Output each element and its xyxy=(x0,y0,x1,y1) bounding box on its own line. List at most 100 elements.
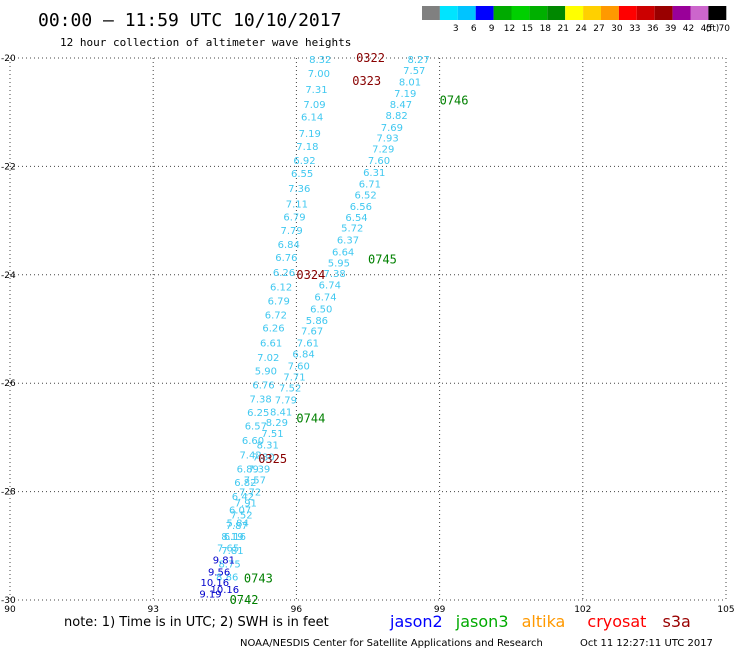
wave-height-value: 5.86 xyxy=(306,316,328,327)
lat-tick-label: -28 xyxy=(1,488,16,498)
wave-height-value: 10.16 xyxy=(200,578,229,589)
pass-time-label: 0324 xyxy=(296,268,325,282)
lon-tick-label: 99 xyxy=(434,605,446,615)
wave-height-value: 7.57 xyxy=(244,476,266,487)
wave-height-value: 7.36 xyxy=(288,184,310,195)
wave-height-value: 6.76 xyxy=(275,253,297,264)
wave-height-value: 8.82 xyxy=(386,111,408,122)
legend-swatch-label: 45 xyxy=(701,24,712,34)
legend-swatch-label: 12 xyxy=(504,24,515,34)
wave-height-value: 6.37 xyxy=(337,236,359,247)
pass-time-label: 0322 xyxy=(356,51,385,65)
legend-swatch-label: 24 xyxy=(575,24,587,34)
legend-swatch xyxy=(672,6,691,20)
wave-height-value: 7.91 xyxy=(235,498,257,509)
wave-height-value: 6.64 xyxy=(332,247,354,258)
wave-height-value: 6.26 xyxy=(273,268,295,279)
wave-height-value: 7.65 xyxy=(217,543,239,554)
wave-height-value: 6.54 xyxy=(345,213,367,224)
wave-height-value: 6.25 xyxy=(247,408,269,419)
wave-height-value: 8.01 xyxy=(399,77,421,88)
wave-height-value: 10.16 xyxy=(210,585,239,596)
wave-height-value: 9.56 xyxy=(208,567,230,578)
legend-swatch xyxy=(547,6,566,20)
wave-height-value: 6.55 xyxy=(291,169,313,180)
wave-height-value: 6.79 xyxy=(268,296,290,307)
wave-height-value: 6.31 xyxy=(363,168,385,179)
wave-height-value: 6.82 xyxy=(234,478,256,489)
legend-swatch-label: 15 xyxy=(522,24,533,34)
pass-time-label: 0743 xyxy=(244,571,273,585)
wave-height-value: 8.75 xyxy=(218,560,240,571)
wave-height-value: 7.72 xyxy=(239,488,261,499)
wave-height-value: 8.41 xyxy=(270,407,292,418)
wave-height-value: 7.80 xyxy=(252,452,274,463)
wave-height-value: 7.38 xyxy=(323,269,345,280)
lat-tick-label: -24 xyxy=(1,271,16,281)
wave-height-value: 7.38 xyxy=(249,394,271,405)
wave-height-value: 7.87 xyxy=(226,521,248,532)
wave-height-value: 7.60 xyxy=(288,361,310,372)
wave-height-value: 6.71 xyxy=(359,180,381,191)
legend-swatch xyxy=(636,6,655,20)
legend-swatch xyxy=(475,6,494,20)
wave-height-value: 6.76 xyxy=(252,380,274,391)
wave-height-value: 7.52 xyxy=(279,384,301,395)
altimeter-track: 8.32 7.00 7.31 7.09 6.14 7.19 7.18 6.92 6.55 7.36… xyxy=(210,55,331,596)
wave-height-value: 7.29 xyxy=(372,145,394,156)
legend-swatch-label: 33 xyxy=(629,24,640,34)
wave-height-value: 6.50 xyxy=(310,304,332,315)
lon-tick-label: 102 xyxy=(574,605,591,615)
legend-swatch-label: 39 xyxy=(665,24,677,34)
lat-tick-label: -22 xyxy=(1,162,16,172)
wave-height-value: 7.51 xyxy=(261,429,283,440)
wave-height-value: 7.60 xyxy=(368,156,390,167)
wave-height-value: 7.19 xyxy=(394,89,416,100)
wave-height-value: 7.79 xyxy=(275,395,297,406)
legend-swatch xyxy=(565,6,584,20)
legend-swatch xyxy=(529,6,548,20)
legend-swatch xyxy=(583,6,601,20)
wave-height-value: 8.47 xyxy=(390,100,412,111)
wave-height-value: 9.19 xyxy=(199,589,221,600)
legend-swatch-label: 21 xyxy=(557,24,568,34)
lon-tick-label: 105 xyxy=(717,605,734,615)
wave-height-value: 6.89 xyxy=(237,464,259,475)
wave-height-value: 6.60 xyxy=(242,436,264,447)
legend-swatch xyxy=(708,6,727,20)
lat-tick-label: -26 xyxy=(1,379,16,389)
legend-swatch-label: 30 xyxy=(611,24,623,34)
footer-credit: NOAA/NESDIS Center for Satellite Applica… xyxy=(240,638,543,649)
legend-swatch-label: 36 xyxy=(647,24,659,34)
wave-height-value: 7.19 xyxy=(299,129,321,140)
wave-height-value: 7.18 xyxy=(296,142,318,153)
wave-height-value: 7.00 xyxy=(308,69,330,80)
lon-tick-label: 90 xyxy=(4,605,16,615)
legend-swatch-label: 3 xyxy=(453,24,459,34)
wave-height-value: 6.61 xyxy=(260,339,282,350)
wave-height-value: 5.95 xyxy=(328,258,350,269)
wave-height-tracks: 8.32 7.00 7.31 7.09 6.14 7.19 7.18 6.92 6.55 7.36… xyxy=(199,55,429,600)
lon-tick-label: 96 xyxy=(291,605,303,615)
legend-swatch-label: 42 xyxy=(683,24,694,34)
wave-height-value: 8.19 xyxy=(221,532,243,543)
legend-swatch xyxy=(493,6,512,20)
wave-height-value: 7.42 xyxy=(239,451,261,462)
wave-height-value: 5.84 xyxy=(227,518,249,529)
wave-height-value: 6.42 xyxy=(232,492,254,503)
wave-height-value: 7.02 xyxy=(257,353,279,364)
wave-height-value: 8.32 xyxy=(309,55,331,66)
satellite-name: jason2 xyxy=(389,612,443,631)
wave-height-value: 6.72 xyxy=(265,310,287,321)
wave-height-value: 6.14 xyxy=(301,113,323,124)
color-scale-legend: 3 6 9 12 15 18 21 24 27 30 33 36 39 42 45 70(ft) xyxy=(422,6,730,34)
footer-timestamp: Oct 11 12:27:11 UTC 2017 xyxy=(580,638,713,649)
wave-height-value: 6.56 xyxy=(350,202,372,213)
legend-swatch xyxy=(439,6,458,20)
legend-swatch xyxy=(601,6,619,20)
wave-height-value: 6.74 xyxy=(314,292,336,303)
legend-swatch-label: 9 xyxy=(489,24,495,34)
wave-height-value: 7.69 xyxy=(381,123,403,134)
legend-swatch-label: 70 xyxy=(719,24,731,34)
